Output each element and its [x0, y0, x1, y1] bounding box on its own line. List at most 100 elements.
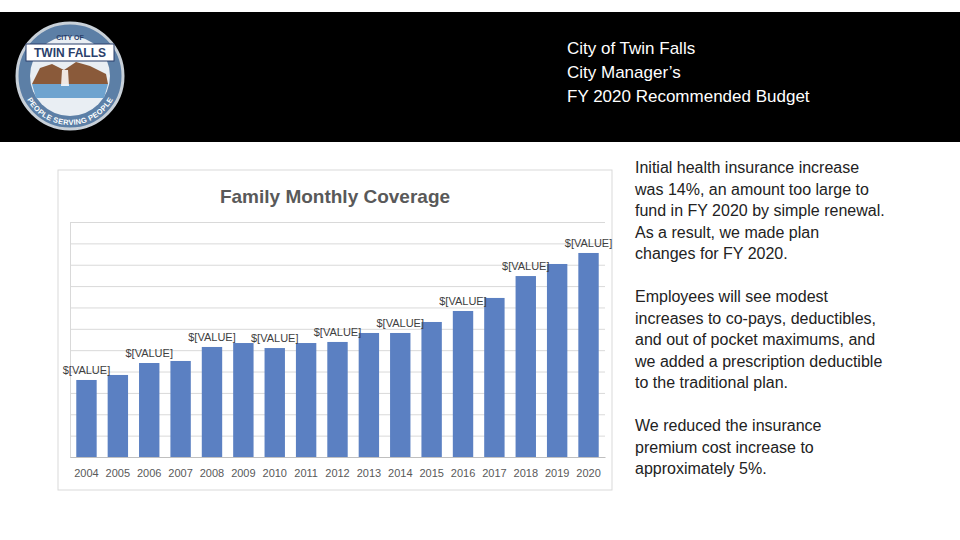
data-label: $[VALUE] — [188, 331, 236, 343]
bar — [139, 363, 159, 457]
bar — [296, 343, 316, 457]
logo-water — [32, 84, 108, 98]
x-tick: 2010 — [263, 467, 287, 479]
header-title: City Manager’s — [567, 63, 681, 82]
note-line: to the traditional plan. — [635, 374, 788, 391]
note-line: Initial health insurance increase — [635, 159, 859, 176]
note-line: Employees will see modest — [635, 288, 829, 305]
bar — [453, 311, 473, 457]
bar — [170, 361, 190, 457]
y-tick — [70, 222, 605, 223]
grid-line — [70, 457, 605, 458]
logo-inner — [30, 36, 110, 116]
data-label: $[VALUE] — [565, 237, 613, 249]
bar — [578, 253, 598, 457]
x-tick: 2015 — [419, 467, 443, 479]
data-label: $[VALUE] — [502, 260, 550, 272]
x-tick-label: 2006 — [137, 467, 161, 479]
chart-frame — [58, 170, 612, 490]
x-axis: 2004 2005 2006 2007 2008 2009 2010 2011 2012 2013… — [71, 458, 606, 479]
logo-name: TWIN FALLS — [34, 46, 106, 60]
grid-line — [70, 243, 605, 244]
data-labels: $[VALUE] $[VALUE] $[VALUE] $[VALUE] $[VALUE]… — [63, 237, 613, 376]
x-tick-label: 2015 — [419, 467, 443, 479]
logo-ring — [17, 23, 123, 129]
data-label: $[VALUE] — [439, 295, 487, 307]
x-tick-label: 2017 — [482, 467, 506, 479]
logo-falls — [61, 70, 69, 86]
x-tick-label: 2011 — [294, 467, 318, 479]
x-tick: 2016 — [451, 467, 475, 479]
logo-motto: PEOPLE SERVING PEOPLE — [25, 96, 115, 127]
data-label: $[VALUE] — [63, 364, 111, 376]
x-tick: 2004 — [74, 467, 98, 479]
bar — [484, 298, 504, 457]
bar — [265, 348, 285, 457]
x-tick-label: 2004 — [74, 467, 98, 479]
x-tick-label: 2012 — [325, 467, 349, 479]
logo-top: CITY OF — [56, 34, 84, 41]
header-title: FY 2020 Recommended Budget — [567, 87, 810, 106]
note-line: As a result, we made plan — [635, 224, 819, 241]
x-tick-label: 2019 — [545, 467, 569, 479]
x-tick: 2009 — [231, 467, 255, 479]
note-line: approximately 5%. — [635, 460, 767, 477]
x-tick-label: 2005 — [106, 467, 130, 479]
grid-line — [70, 222, 605, 223]
bar — [233, 343, 253, 457]
x-tick: 2005 — [106, 467, 130, 479]
note-line: premium cost increase to — [635, 439, 814, 456]
bar — [547, 264, 567, 457]
slide: City of Twin Falls City Manager’s FY 2020 … — [0, 0, 960, 540]
x-tick: 2008 — [200, 467, 224, 479]
note-line: and out of pocket maximums, and — [635, 331, 875, 348]
bar — [421, 322, 441, 457]
y-tick — [70, 243, 605, 244]
x-tick-label: 2018 — [514, 467, 538, 479]
logo-name-box — [26, 44, 114, 61]
x-tick: 2018 — [514, 467, 538, 479]
x-tick: 2011 — [294, 467, 318, 479]
data-label: $[VALUE] — [125, 347, 173, 359]
x-tick-label: 2007 — [168, 467, 192, 479]
bar — [359, 333, 379, 457]
data-label: $[VALUE] — [377, 317, 425, 329]
note-line: changes for FY 2020. — [635, 245, 788, 262]
y-axis-line — [71, 223, 606, 458]
x-tick: 2020 — [576, 467, 600, 479]
x-tick: 2017 — [482, 467, 506, 479]
bar — [327, 342, 347, 457]
note-line: We reduced the insurance — [635, 417, 822, 434]
bar — [108, 375, 128, 457]
y-axis — [70, 223, 605, 458]
note-line: increases to co-pays, deductibles, — [635, 310, 876, 327]
x-tick: 2014 — [388, 467, 412, 479]
header-bar — [0, 12, 960, 142]
bar — [76, 380, 96, 457]
bar — [202, 347, 222, 457]
data-label: $[VALUE] — [251, 332, 299, 344]
bar — [516, 276, 536, 457]
svg-text:PEOPLE SERVING PEOPLE: PEOPLE SERVING PEOPLE — [25, 96, 115, 127]
logo-rocks — [32, 62, 108, 84]
x-tick-label: 2009 — [231, 467, 255, 479]
note-line: fund in FY 2020 by simple renewal. — [635, 202, 885, 219]
x-tick: 2006 — [137, 467, 161, 479]
logo: CITY OF TWIN FALLS PEOPLE SERVING PEOPLE — [17, 23, 123, 129]
note-line: we added a prescription deductible — [634, 353, 882, 370]
x-tick-label: 2014 — [388, 467, 412, 479]
data-label: $[VALUE] — [314, 326, 362, 338]
x-tick-label: 2013 — [357, 467, 381, 479]
x-axis-line — [71, 457, 606, 458]
header-title: City of Twin Falls — [567, 39, 695, 58]
x-tick-label: 2020 — [576, 467, 600, 479]
x-tick: 2012 — [325, 467, 349, 479]
x-tick-label: 2016 — [451, 467, 475, 479]
bars — [76, 253, 598, 457]
chart-title: Family Monthly Coverage — [220, 186, 450, 207]
y-tick — [70, 457, 605, 458]
x-tick: 2007 — [168, 467, 192, 479]
x-tick: 2019 — [545, 467, 569, 479]
bar — [390, 333, 410, 457]
x-tick: 2013 — [357, 467, 381, 479]
